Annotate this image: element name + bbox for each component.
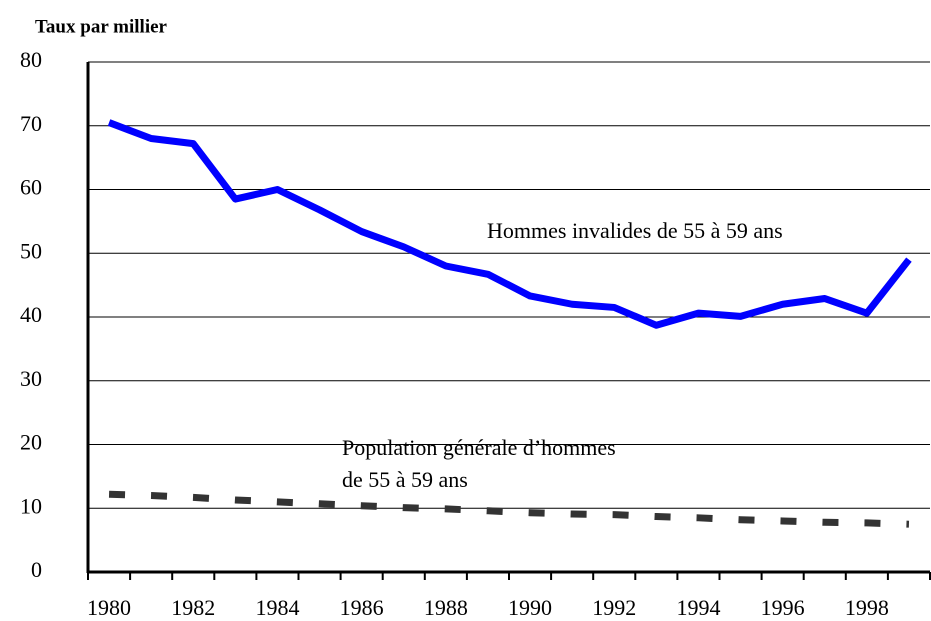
series-line	[108, 490, 910, 528]
y-tick-label: 40	[20, 302, 42, 327]
x-tick-label: 1992	[592, 595, 636, 620]
y-tick-label: 10	[20, 493, 42, 518]
x-tick-label: 1990	[508, 595, 552, 620]
x-tick-label: 1986	[340, 595, 384, 620]
x-tick-label: 1988	[424, 595, 468, 620]
y-tick-label: 60	[20, 175, 42, 200]
annotation: de 55 à 59 ans	[342, 467, 468, 492]
x-tick-label: 1984	[255, 595, 299, 620]
y-tick-label: 20	[20, 430, 42, 455]
y-tick-label: 0	[31, 557, 42, 582]
y-axis-label: Taux par millier	[35, 16, 168, 37]
series-line	[107, 119, 912, 329]
x-tick-label: 1996	[761, 595, 805, 620]
x-tick-label: 1998	[845, 595, 889, 620]
x-tick-label: 1994	[676, 595, 720, 620]
y-tick-label: 30	[20, 366, 42, 391]
annotation: Population générale d’hommes	[342, 435, 616, 460]
y-tick-label: 70	[20, 111, 42, 136]
y-tick-label: 80	[20, 47, 42, 72]
x-tick-label: 1980	[87, 595, 131, 620]
y-tick-label: 50	[20, 238, 42, 263]
annotation: Hommes invalides de 55 à 59 ans	[487, 218, 783, 243]
x-tick-label: 1982	[171, 595, 215, 620]
